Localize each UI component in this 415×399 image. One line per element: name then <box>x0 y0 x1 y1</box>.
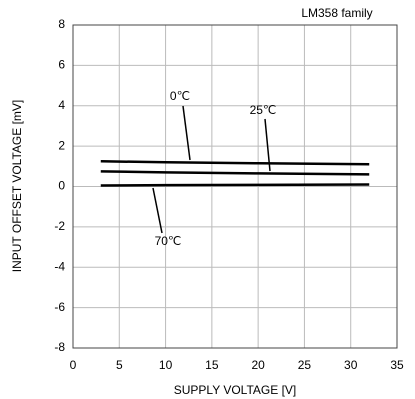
leader-line <box>152 187 163 234</box>
series-line <box>100 183 370 187</box>
y-tick-label: 6 <box>58 58 65 72</box>
y-tick-label: 2 <box>58 138 65 152</box>
y-tick-label: 4 <box>58 98 65 112</box>
series-line <box>100 170 370 176</box>
series-label: 25℃ <box>250 103 277 117</box>
chart-note: LM358 family <box>301 6 372 20</box>
x-tick-label: 10 <box>159 358 173 372</box>
y-tick-label: 0 <box>58 179 65 193</box>
x-tick-label: 0 <box>70 358 77 372</box>
x-tick-label: 30 <box>344 358 358 372</box>
y-tick-label: -8 <box>54 340 65 354</box>
y-tick-label: -6 <box>54 300 65 314</box>
leader-line <box>264 118 271 172</box>
y-axis-label: INPUT OFFSET VOLTAGE [mV] <box>10 100 24 272</box>
x-tick-label: 15 <box>205 358 219 372</box>
series-label: 0℃ <box>170 89 190 103</box>
y-tick-label: 8 <box>58 17 65 31</box>
series-line <box>100 160 370 166</box>
x-tick-label: 20 <box>251 358 265 372</box>
y-tick-label: -4 <box>54 259 65 273</box>
x-tick-label: 35 <box>390 358 404 372</box>
x-axis-label: SUPPLY VOLTAGE [V] <box>174 383 297 397</box>
series-label: 70℃ <box>155 234 182 248</box>
leader-line <box>182 105 191 161</box>
y-tick-label: -2 <box>54 219 65 233</box>
plot-frame <box>72 24 398 349</box>
x-tick-label: 5 <box>116 358 123 372</box>
x-tick-label: 25 <box>298 358 312 372</box>
